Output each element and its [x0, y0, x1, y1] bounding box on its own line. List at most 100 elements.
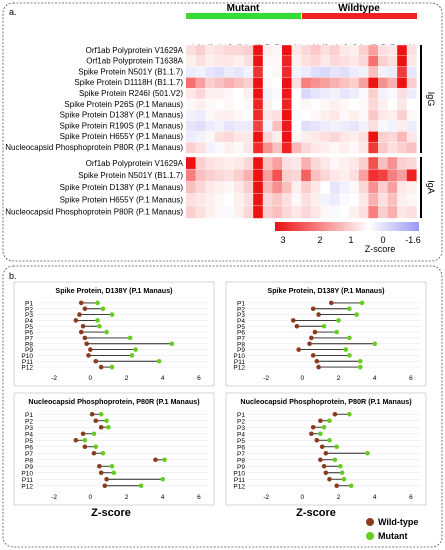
heatmap-cell [186, 142, 196, 154]
wildtype-point [93, 358, 99, 364]
wildtype-point [314, 437, 320, 443]
row-label: Spike Protein H655Y (P.1 Manaus) [60, 195, 184, 204]
heatmap-cell [282, 45, 292, 56]
heatmap-cell [320, 142, 331, 154]
wildtype-point [78, 329, 84, 335]
heatmap-cell [291, 157, 302, 170]
row-labels-iga: Orf1ab Polyprotein V1629A Spike Protein N… [5, 159, 183, 217]
heatmap-cell [282, 109, 292, 121]
heatmap-cell [243, 157, 254, 170]
mutant-point [334, 444, 340, 450]
heatmap-cell [272, 55, 283, 67]
category-label: P2 [25, 306, 33, 313]
lollipop-charts: Spike Protein, D138Y (P.1 Manaus)P1P2P3P… [13, 281, 427, 506]
heatmap-cell [205, 99, 215, 110]
colorbar-label: Z-score [365, 244, 396, 254]
heatmap-cell [397, 181, 407, 194]
heatmap-cell [339, 142, 350, 154]
heatmap-cell [406, 99, 417, 110]
heatmap-cell [272, 205, 283, 219]
heatmap-cell [397, 131, 407, 143]
mutant-point [347, 353, 352, 358]
legend-mutant-marker [366, 532, 374, 540]
heatmap-cell [205, 157, 215, 170]
heatmap-cell [253, 109, 263, 121]
row-labels-igg: Orf1ab Polyprotein V1629A Orf1ab Polyprot… [5, 46, 183, 152]
heatmap-cell [205, 142, 215, 154]
heatmap-cell [224, 45, 235, 56]
heatmap-cell [195, 88, 206, 100]
category-label: P3 [25, 312, 33, 319]
wildtype-group-label: Wildtype [338, 3, 380, 14]
panel-b-label: b. [9, 271, 17, 281]
heatmap-cell [349, 205, 359, 219]
mutant-point [347, 306, 352, 312]
heatmap-cell [205, 205, 215, 219]
wildtype-point [98, 470, 104, 476]
heatmap-cell [234, 193, 244, 206]
heatmap-cell [349, 99, 359, 110]
category-label: P2 [25, 418, 33, 425]
heatmap-cell [301, 66, 311, 78]
wildtype-point [323, 450, 329, 456]
heatmap-cell [214, 131, 225, 143]
chart-frame [13, 392, 215, 506]
mutant-point [109, 463, 115, 469]
heatmap-cell [301, 157, 311, 170]
mutant-point [104, 329, 109, 335]
heatmap-cell [320, 66, 331, 78]
heatmap-cell [330, 55, 340, 67]
heatmap-cell [205, 55, 215, 67]
category-label: P2 [237, 306, 245, 313]
mutant-point [111, 470, 117, 476]
heatmap-cell [291, 45, 302, 56]
heatmap-cell [310, 45, 321, 56]
heatmap-cell [320, 77, 331, 89]
category-label: P11 [22, 477, 33, 484]
wildtype-point [316, 364, 321, 370]
category-label: P4 [25, 431, 33, 438]
heatmap-cell [262, 45, 273, 56]
mutant-point [336, 318, 341, 323]
heatmap-cell [253, 66, 263, 78]
heatmap-cell [387, 99, 398, 110]
x-tick-label: 2 [337, 375, 341, 382]
wildtype-point [334, 483, 340, 489]
heatmap-cell [397, 169, 407, 182]
heatmap-cell [224, 99, 235, 110]
heatmap-cell [301, 55, 311, 67]
mutant-point [347, 335, 352, 341]
mutant-point [156, 358, 162, 364]
heatmap-cell [224, 193, 235, 206]
heatmap-cell [310, 205, 321, 219]
heatmap-cell [243, 205, 254, 219]
heatmap-cell [397, 77, 407, 89]
heatmap-igg [186, 44, 417, 154]
mutant-point [162, 457, 167, 463]
heatmap-cell [195, 193, 206, 206]
heatmap-cell [368, 109, 379, 121]
row-label: Spike Protein P26S (P.1 Manaus) [64, 100, 183, 109]
heatmap-cell [214, 205, 225, 219]
heatmap-cell [195, 131, 206, 143]
mutant-point [348, 483, 354, 489]
row-label: Spike Protein D1118H (B1.1.7) [74, 78, 183, 87]
heatmap-iga [186, 156, 417, 219]
heatmap-cell [330, 181, 340, 194]
wildtype-point [104, 476, 109, 482]
category-label: P12 [233, 365, 245, 372]
category-label: P3 [237, 312, 245, 319]
heatmap-cell [195, 77, 206, 89]
heatmap-cell [262, 181, 273, 194]
heatmap-cell [330, 169, 340, 182]
heatmap-cell [349, 181, 359, 194]
heatmap-cell [378, 88, 388, 100]
heatmap-cell [272, 66, 283, 78]
heatmap-cell [234, 142, 244, 154]
heatmap-cell [301, 169, 311, 182]
heatmap-cell [282, 55, 292, 67]
heatmap-cell [310, 77, 321, 89]
heatmap-cell [368, 66, 379, 78]
heatmap-cell [358, 142, 369, 154]
heatmap-cell [262, 77, 273, 89]
